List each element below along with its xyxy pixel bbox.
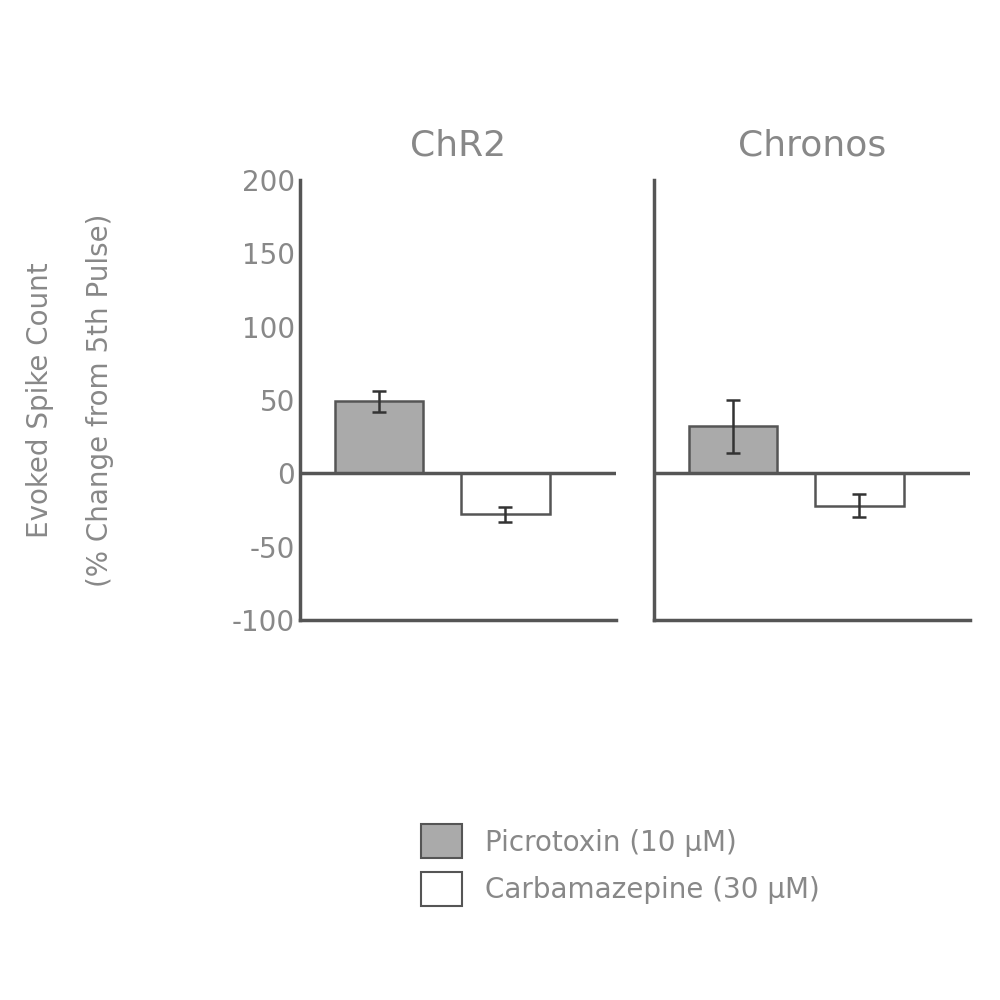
Bar xyxy=(335,401,423,473)
Bar xyxy=(461,473,550,514)
Text: (% Change from 5th Pulse): (% Change from 5th Pulse) xyxy=(86,213,114,587)
Bar xyxy=(689,426,777,473)
Title: ChR2: ChR2 xyxy=(410,128,506,162)
Text: Evoked Spike Count: Evoked Spike Count xyxy=(26,262,54,538)
Legend: Picrotoxin (10 μM), Carbamazepine (30 μM): Picrotoxin (10 μM), Carbamazepine (30 μM… xyxy=(421,824,819,906)
Title: Chronos: Chronos xyxy=(738,128,886,162)
Bar xyxy=(815,473,904,506)
